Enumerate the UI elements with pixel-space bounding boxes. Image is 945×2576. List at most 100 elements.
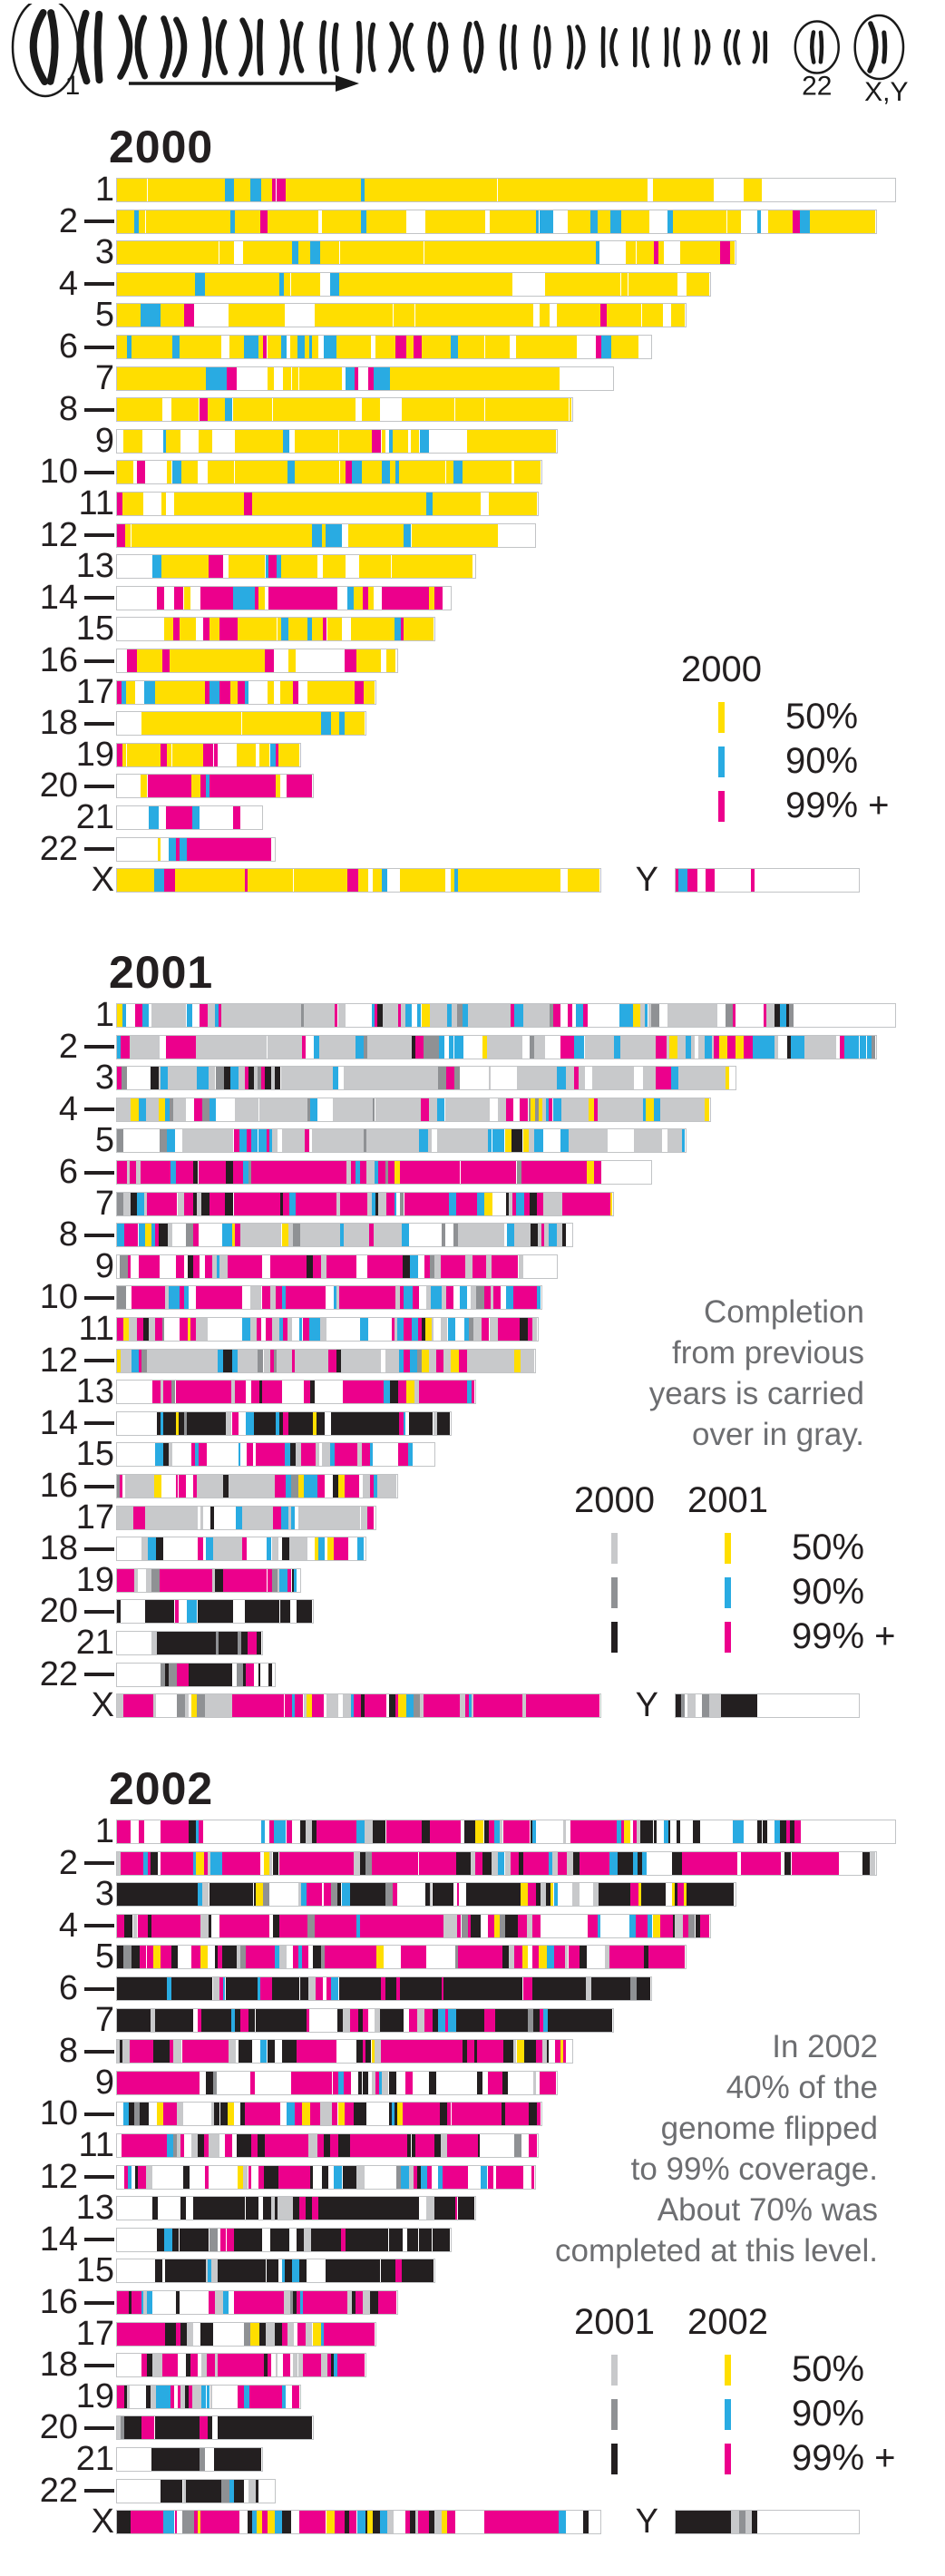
bar-segment — [175, 837, 180, 861]
bar-segment — [277, 1381, 283, 1404]
bar-segment — [171, 398, 200, 422]
bar-segment — [477, 2040, 503, 2064]
bar-segment — [281, 2322, 288, 2346]
bar-segment — [223, 1349, 232, 1372]
bar-segment — [560, 2040, 564, 2064]
bar-segment — [481, 1254, 487, 1278]
bar-segment — [522, 1914, 528, 1937]
bar-segment — [283, 1349, 292, 1372]
bar-segment — [542, 2071, 556, 2094]
bar-segment — [283, 1318, 288, 1341]
bar-segment — [307, 1977, 316, 2000]
bar-segment — [383, 366, 391, 390]
bar-segment — [282, 2511, 285, 2534]
bar-segment — [398, 1349, 404, 1372]
bar-segment — [493, 2103, 502, 2126]
bar-segment — [166, 1035, 174, 1059]
bar-segment — [385, 2259, 388, 2283]
bar-segment — [425, 493, 433, 515]
bar-segment — [259, 1411, 268, 1435]
bar-segment — [394, 1318, 398, 1341]
chromosome-label: 12 — [0, 1343, 114, 1378]
bar-segment — [259, 2416, 287, 2440]
bar-segment — [671, 304, 685, 327]
bar-segment — [482, 1035, 488, 1059]
bar-segment — [288, 618, 299, 641]
chromosome-row: 4 — [0, 1908, 945, 1943]
bar-segment — [240, 2103, 246, 2126]
bar-segment — [271, 1537, 278, 1561]
bar-segment — [538, 1946, 547, 1969]
chromosome-bar — [116, 2259, 435, 2284]
bar-segment — [527, 1914, 532, 1937]
chromosome-row: 9 — [0, 2065, 945, 2100]
bar-segment — [488, 1067, 492, 1090]
bar-segment — [220, 1161, 226, 1184]
bar-segment — [403, 1254, 411, 1278]
bar-segment — [363, 869, 369, 893]
bar-segment — [375, 869, 382, 893]
bar-segment — [515, 1129, 523, 1153]
bar-segment — [229, 210, 236, 233]
bar-segment — [326, 1035, 356, 1059]
chromosome-glyph — [752, 30, 760, 64]
bar-segment — [321, 712, 332, 736]
bar-segment — [177, 1663, 184, 1686]
bar-segment — [730, 210, 741, 233]
bar-segment — [292, 2354, 298, 2377]
bar-segment — [248, 2008, 256, 2032]
bar-segment — [408, 1411, 434, 1435]
bar-segment — [264, 1067, 271, 1090]
bar-segment — [250, 2134, 258, 2157]
bar-segment — [181, 1914, 200, 1937]
bar-segment — [387, 241, 424, 265]
bar-segment — [536, 2103, 541, 2126]
bar-segment — [219, 1914, 264, 1937]
bar-segment — [349, 2103, 354, 2126]
bar-segment — [457, 366, 482, 390]
bar-segment — [313, 1946, 321, 1969]
bar-segment — [192, 2385, 201, 2408]
bar-segment — [402, 2259, 434, 2283]
bar-segment — [135, 2165, 138, 2189]
bar-segment — [151, 1067, 159, 1090]
bar-segment — [209, 2134, 215, 2157]
bar-segment — [440, 2103, 447, 2126]
chromosome-label: 15 — [0, 2253, 114, 2288]
bar-segment — [234, 1098, 252, 1121]
bar-segment — [146, 2385, 151, 2408]
legend-coverage-label: 99% + — [785, 785, 890, 825]
bar-segment — [492, 1254, 519, 1278]
bar-segment — [308, 1224, 340, 1247]
bar-segment — [232, 586, 243, 610]
bar-segment — [555, 1192, 563, 1215]
bar-segment — [161, 743, 168, 766]
bar-segment — [392, 1067, 438, 1090]
bar-segment — [250, 210, 261, 233]
bar-segment — [162, 1443, 169, 1467]
bar-segment — [337, 1098, 342, 1121]
chromosome-label: 2 — [0, 1846, 114, 1880]
bar-segment — [386, 1192, 390, 1215]
bar-segment — [596, 241, 599, 265]
bar-segment — [628, 1098, 637, 1121]
bar-segment — [152, 2354, 160, 2377]
bar-segment — [240, 1224, 282, 1247]
bar-segment — [663, 1820, 668, 1843]
bar-segment — [145, 1098, 151, 1121]
chromosome-glyph — [160, 15, 173, 79]
bar-segment — [497, 304, 533, 327]
bar-segment — [494, 1914, 501, 1937]
bar-segment — [754, 179, 763, 201]
bar-segment — [190, 2354, 199, 2377]
chromosome-label-text: 21 — [75, 2440, 114, 2478]
bar-segment — [176, 2134, 180, 2157]
bar-segment — [192, 2197, 197, 2220]
bar-segment — [609, 1946, 645, 1969]
bar-segment — [302, 2291, 348, 2314]
bar-segment — [431, 1035, 439, 1059]
chromosome-label: 7 — [0, 361, 114, 395]
bar-segment — [371, 2040, 375, 2064]
bar-segment — [286, 1475, 291, 1498]
chromosome-bar — [116, 1410, 452, 1436]
